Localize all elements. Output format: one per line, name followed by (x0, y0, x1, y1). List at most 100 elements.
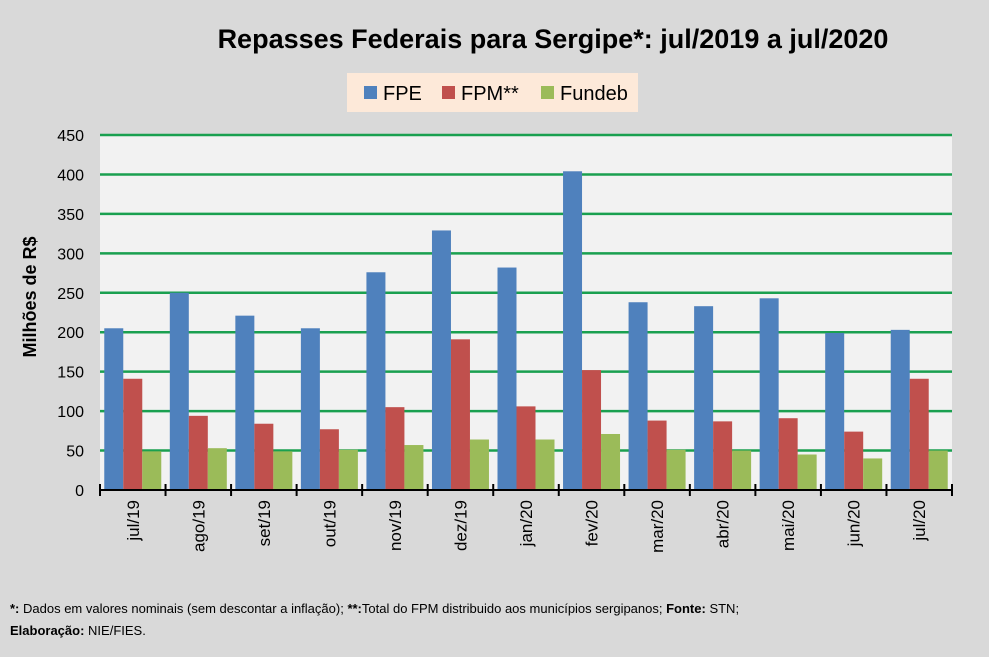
bar-fpm-fev-20 (582, 370, 602, 490)
bar-fpe-nov-19 (366, 272, 386, 490)
bar-fpe-dez-19 (431, 230, 451, 490)
x-tick-label: abr/20 (714, 500, 733, 548)
bar-fundeb-dez-19 (469, 439, 489, 490)
bar-fpm-jul-19 (123, 378, 143, 490)
bar-fpe-out-19 (300, 328, 320, 490)
y-tick-label: 50 (66, 444, 84, 461)
bar-fpe-ago-19 (169, 292, 189, 490)
bar-fpe-mai-20 (759, 298, 779, 490)
legend-item-fpm: FPM** (442, 83, 519, 105)
bar-fundeb-fev-20 (601, 433, 621, 490)
bar-fundeb-abr-20 (732, 450, 752, 490)
bar-fundeb-jun-20 (863, 458, 883, 490)
bar-group-out-19 (300, 328, 358, 490)
legend-swatch (442, 86, 455, 99)
x-tick-label: jul/20 (910, 500, 929, 542)
bar-fpe-fev-20 (563, 171, 583, 491)
x-tick-label: set/19 (255, 500, 274, 546)
y-tick-label: 100 (57, 404, 84, 421)
bar-fpe-jul-20 (890, 329, 910, 490)
bar-fundeb-mai-20 (797, 454, 817, 490)
bar-fundeb-out-19 (338, 449, 358, 490)
bar-group-fev-20 (563, 171, 621, 491)
y-tick-label: 200 (57, 325, 84, 342)
x-tick-label: mai/20 (779, 500, 798, 551)
bar-fpm-out-19 (319, 429, 339, 490)
legend-swatch (541, 86, 554, 99)
bar-fpm-mar-20 (647, 420, 667, 490)
legend-label: Fundeb (560, 83, 628, 105)
bar-fundeb-jul-20 (928, 450, 948, 490)
legend-item-fundeb: Fundeb (541, 83, 628, 105)
x-tick-label: jun/20 (845, 500, 864, 547)
footnote-double-star-text: Total do FPM distribuido aos municípios … (361, 601, 667, 616)
x-tick-label: nov/19 (386, 500, 405, 551)
bar-group-jul-20 (890, 329, 948, 490)
x-axis: jul/19 ago/19 set/19 out/19 nov/19 dez/19 jan/… (99, 484, 953, 553)
footnote-star-text: Dados em valores nominais (sem descontar… (19, 601, 348, 616)
bar-group-abr-20 (694, 306, 752, 490)
bar-fpm-jan-20 (516, 406, 536, 490)
y-tick-label: 350 (57, 207, 84, 224)
chart-title: Repasses Federais para Sergipe*: jul/201… (218, 24, 889, 54)
x-tick-label: ago/19 (189, 500, 208, 552)
bar-fpe-abr-20 (694, 306, 714, 490)
bar-group-nov-19 (366, 272, 424, 490)
x-tick-label: dez/19 (451, 500, 470, 551)
y-tick-label: 400 (57, 167, 84, 184)
bar-group-mai-20 (759, 298, 817, 490)
bar-fpm-jul-20 (909, 378, 929, 490)
y-axis-ticks: 0 50 100 150 200 250 300 350 400 450 (57, 128, 84, 500)
x-tick-label: fev/20 (583, 500, 602, 546)
bar-group-jan-20 (497, 267, 555, 490)
y-axis-label: Milhões de R$ (20, 236, 40, 357)
x-tick-label: out/19 (320, 500, 339, 547)
bar-fpm-dez-19 (450, 339, 470, 490)
bar-fundeb-mar-20 (666, 449, 686, 490)
y-tick-label: 450 (57, 128, 84, 145)
bar-fpe-mar-20 (628, 302, 648, 490)
bar-group-dez-19 (431, 230, 489, 490)
bar-fundeb-set-19 (273, 451, 293, 490)
bar-fundeb-jul-19 (142, 451, 162, 490)
bar-group-mar-20 (628, 302, 686, 490)
footnote-star-label: *: (10, 601, 20, 616)
footnote: *: Dados em valores nominais (sem descon… (10, 598, 985, 642)
x-tick-label: jan/20 (517, 500, 536, 547)
x-tick-label: mar/20 (648, 500, 667, 553)
bar-fpe-jun-20 (825, 333, 845, 490)
footnote-source-label: Fonte: (666, 601, 706, 616)
bar-group-jul-19 (104, 328, 162, 490)
footnote-line-2: Elaboração: NIE/FIES. (10, 620, 985, 642)
bar-chart: Repasses Federais para Sergipe*: jul/201… (20, 24, 953, 553)
y-tick-label: 300 (57, 246, 84, 263)
legend-item-fpe: FPE (364, 83, 422, 105)
footnote-double-star-label: **: (347, 601, 362, 616)
bar-fpm-mai-20 (778, 418, 798, 490)
y-tick-label: 150 (57, 365, 84, 382)
bar-group-jun-20 (825, 333, 883, 490)
footnote-source-text: STN; (705, 601, 740, 616)
footnote-elaboration-label: Elaboração: (10, 623, 85, 638)
bars (104, 171, 948, 491)
bar-fpm-abr-20 (713, 421, 733, 490)
footnote-elaboration-text: NIE/FIES. (84, 623, 146, 638)
bar-fpe-set-19 (235, 315, 255, 490)
bar-fpm-nov-19 (385, 407, 405, 490)
legend-background (347, 73, 638, 112)
legend-swatch (364, 86, 377, 99)
bar-fpe-jul-19 (104, 328, 124, 490)
bar-fpm-ago-19 (188, 415, 208, 490)
x-tick-label: jul/19 (124, 500, 143, 542)
bar-fpm-set-19 (254, 423, 274, 490)
legend-label: FPE (383, 83, 422, 105)
legend: FPE FPM** Fundeb (347, 73, 638, 112)
y-tick-label: 0 (75, 483, 84, 500)
bar-group-set-19 (235, 315, 293, 490)
y-tick-label: 250 (57, 286, 84, 303)
footnote-line-1: *: Dados em valores nominais (sem descon… (10, 598, 985, 620)
bar-fundeb-nov-19 (404, 445, 424, 490)
bar-fpe-jan-20 (497, 267, 517, 490)
bar-group-ago-19 (169, 292, 227, 490)
legend-label: FPM** (461, 83, 519, 105)
